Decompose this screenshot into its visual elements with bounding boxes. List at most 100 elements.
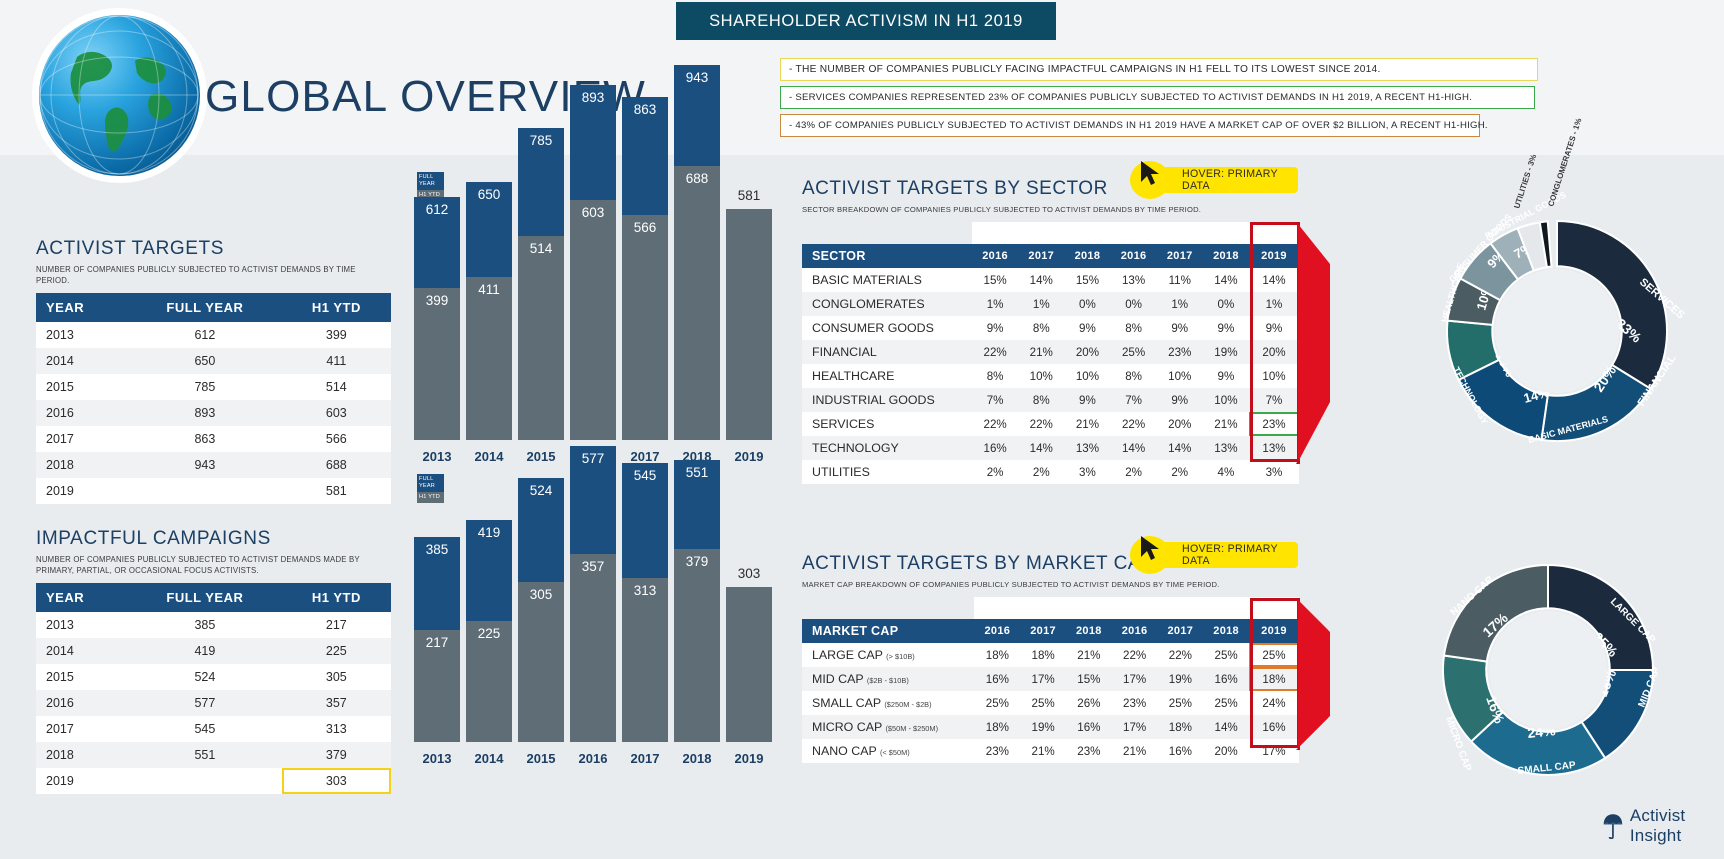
- group-h1-ytd: H1 YTD: [1110, 222, 1299, 244]
- marketcap-table: FULL YEAR H1 YTD MARKET CAP 2016 2017 20…: [802, 597, 1299, 763]
- cell: 16%: [1157, 739, 1204, 763]
- cell-full-year: 524: [128, 664, 282, 691]
- cursor-icon: [1141, 536, 1159, 560]
- cell: 14%: [1018, 436, 1065, 460]
- cell: 18%: [974, 715, 1021, 739]
- table-row: 2014 419 225: [36, 638, 391, 665]
- table-row: 2016 577 357: [36, 690, 391, 717]
- cell-h1-ytd: 514: [281, 374, 391, 401]
- col-h1-ytd: H1 YTD: [281, 293, 391, 323]
- table-row: SMALL CAP ($250M - $2B) 25% 25% 26% 23% 25% 25…: [802, 691, 1299, 715]
- table-row: 2016 893 603: [36, 400, 391, 427]
- cell: 8%: [1110, 316, 1157, 340]
- bar-value-full-year: 577: [581, 451, 605, 466]
- cell-full-year: 385: [128, 612, 282, 639]
- marketcap-donut-chart: LARGE CAP 25% MID CAP 18% SMALL CAP 24% …: [1400, 555, 1700, 805]
- col-h1-2016: 2016: [1111, 619, 1158, 643]
- cell: 22%: [1157, 643, 1204, 667]
- cell: 16%: [974, 667, 1021, 691]
- cell: 7%: [1110, 388, 1157, 412]
- cell: 9%: [1156, 316, 1203, 340]
- cell: 23%: [1111, 691, 1158, 715]
- cell: 14%: [1156, 436, 1203, 460]
- cell: 9%: [972, 316, 1019, 340]
- row-label: INDUSTRIAL GOODS: [802, 388, 973, 412]
- sector-donut-chart: SERVICES 23% FINANCIAL 20% BASIC MATERIA…: [1394, 117, 1714, 473]
- row-label-sub: ($50M - $250M): [885, 724, 939, 733]
- section-title: ACTIVIST TARGETS BY SECTOR: [802, 178, 1108, 199]
- row-label-sub: (> $10B): [886, 652, 915, 661]
- cell: 23%: [974, 739, 1021, 763]
- bar-xlabel: 2019: [734, 751, 764, 766]
- bar-group-2015: 785 514 2015: [518, 128, 564, 464]
- cell: 18%: [974, 643, 1021, 667]
- bar-value-full-year: 863: [633, 102, 657, 117]
- bar-xlabel: 2014: [474, 751, 504, 766]
- table-row: 2019 303: [36, 768, 391, 795]
- group-full-year: FULL YEAR: [972, 222, 1111, 244]
- cell: 2%: [972, 460, 1019, 484]
- cell-2019: 7%: [1249, 388, 1299, 412]
- marketcap-hover-badge[interactable]: HOVER: PRIMARY DATA: [1130, 536, 1298, 574]
- col-fy-2016: 2016: [974, 619, 1021, 643]
- cell: 20%: [1156, 412, 1203, 436]
- bar-xlabel: 2018: [682, 751, 712, 766]
- bar-xlabel: 2019: [734, 449, 764, 464]
- callout-list: - THE NUMBER OF COMPANIES PUBLICLY FACIN…: [780, 58, 1540, 142]
- callout-item-2: - SERVICES COMPANIES REPRESENTED 23% OF …: [780, 86, 1535, 109]
- cell-full-year: 785: [128, 374, 282, 401]
- bar-group-2016: 893 603 2016: [570, 85, 616, 464]
- panel-subtitle: NUMBER OF COMPANIES PUBLICLY SUBJECTED T…: [36, 265, 356, 285]
- bar-value-full-year: 612: [425, 202, 449, 217]
- cell: 7%: [972, 388, 1019, 412]
- cell-2019: 3%: [1249, 460, 1299, 484]
- legend-h1-ytd: H1 YTD: [417, 491, 444, 503]
- cell-h1-ytd: 357: [281, 690, 391, 717]
- row-label-sub: (< $50M): [879, 748, 910, 757]
- cell-2019-highlighted: 23%: [1249, 412, 1299, 436]
- cell: 10%: [1156, 364, 1203, 388]
- row-label: NANO CAP (< $50M): [802, 739, 975, 763]
- cell-year: 2016: [36, 400, 129, 427]
- cell: 14%: [1202, 268, 1249, 292]
- cell-full-year: 893: [128, 400, 282, 427]
- table-row: CONGLOMERATES 1% 1% 0% 0% 1% 0% 1%: [802, 292, 1299, 316]
- callout-item-1: - THE NUMBER OF COMPANIES PUBLICLY FACIN…: [780, 58, 1538, 81]
- col-full-year: FULL YEAR: [128, 583, 282, 613]
- badge-label: HOVER: PRIMARY DATA: [1182, 168, 1278, 192]
- sector-hover-badge[interactable]: HOVER: PRIMARY DATA: [1130, 161, 1298, 199]
- cell: 15%: [972, 268, 1019, 292]
- col-year: YEAR: [36, 583, 129, 613]
- bar-xlabel: 2017: [630, 449, 660, 464]
- bar-group-2014: 650 411 2014: [466, 182, 512, 464]
- cell: 21%: [1111, 739, 1158, 763]
- cell: 8%: [1018, 316, 1065, 340]
- chart-legend: FULL YEAR H1 YTD: [417, 172, 444, 201]
- bar-group-2013: 612 399 2013: [414, 197, 460, 464]
- legend-h1-ytd: H1 YTD: [417, 189, 444, 201]
- cursor-icon: [1141, 161, 1159, 185]
- col-h1-2016: 2016: [1110, 244, 1157, 268]
- table-row: 2018 551 379: [36, 742, 391, 769]
- group-full-year: FULL YEAR: [974, 597, 1112, 619]
- bar-group-2014: 419 225 2014: [466, 520, 512, 766]
- cell: 25%: [974, 691, 1021, 715]
- cell-h1-ytd: 603: [281, 400, 391, 427]
- cell-full-year: 545: [128, 716, 282, 743]
- row-label: SMALL CAP ($250M - $2B): [802, 691, 975, 715]
- row-label: CONSUMER GOODS: [802, 316, 973, 340]
- table-row: 2014 650 411: [36, 348, 391, 375]
- bar-value-h1-ytd: 411: [478, 282, 500, 297]
- table-row: 2015 524 305: [36, 664, 391, 691]
- bar-value-h1-ytd: 305: [529, 587, 553, 602]
- cell: 22%: [1111, 643, 1158, 667]
- cell-year: 2014: [36, 348, 129, 375]
- cell: 14%: [1203, 715, 1249, 739]
- bar-xlabel: 2016: [578, 751, 608, 766]
- cell-full-year: 943: [128, 452, 282, 479]
- cell: 9%: [1202, 316, 1249, 340]
- bar-value-h1-ytd: 357: [581, 559, 605, 574]
- cell: 19%: [1157, 667, 1204, 691]
- cell-h1-ytd: 399: [281, 322, 391, 349]
- col-h1-2019: 2019: [1249, 244, 1299, 268]
